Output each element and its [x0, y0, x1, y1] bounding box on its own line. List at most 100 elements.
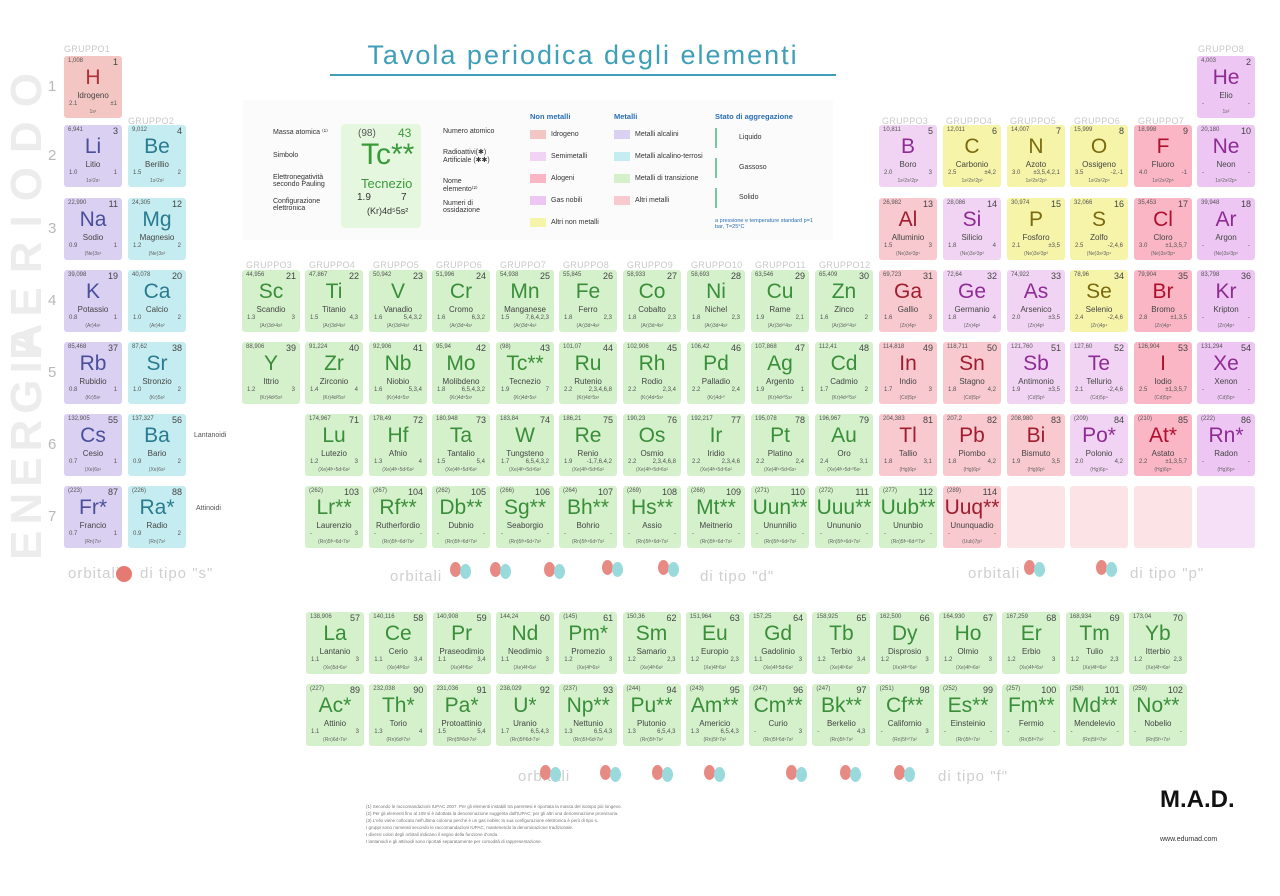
element-cu: 63,546 29 Cu Rame 1.9 2,1 (Ar)3d¹⁰4s¹: [751, 270, 809, 332]
element-ac: (227) 89 Ac* Attinio 1.1 3 (Rn)6d¹7s²: [306, 684, 364, 746]
element-hs: (269) 108 Hs** Assio - - (Rn)5f¹⁴6d⁶7s²: [623, 486, 681, 548]
electronegativity: 1.3: [564, 729, 573, 735]
element-sr: 87,62 38 Sr Stronzio 1.0 2 (Kr)5s²: [128, 342, 186, 404]
electronegativity: 1.1: [311, 657, 320, 663]
orbital-lobe-icon: [1024, 560, 1035, 575]
element-name: Titanio: [322, 305, 346, 314]
oxidation-states: 3: [354, 531, 358, 537]
atomic-mass: 144,24: [499, 614, 519, 620]
element-b: 10,811 5 B Boro 2.0 3 1s²2s²2p¹: [879, 125, 937, 187]
period-number: 3: [48, 220, 57, 237]
atomic-number: 44: [602, 343, 613, 353]
atomic-number: 7: [1055, 126, 1061, 136]
atomic-mass: (257): [1006, 686, 1021, 692]
electronegativity: 1.8: [948, 243, 957, 249]
oxidation-states: ±4,2: [984, 170, 996, 176]
electronegativity: 1.9: [756, 315, 765, 321]
electronegativity: 0.9: [133, 531, 142, 537]
electron-config: (Rn)5f¹⁴6d¹7s²: [318, 539, 350, 545]
oxidation-states: 1: [113, 387, 117, 393]
legend-metals-title: Metalli: [614, 112, 638, 121]
element-symbol: Zn: [831, 280, 857, 303]
legend-state-0: Liquido: [739, 134, 762, 141]
orbital-lobe-icon: [554, 564, 565, 579]
oxidation-states: ±1: [110, 101, 117, 107]
period-number: 4: [48, 292, 57, 309]
electron-config: (Kr)5s²: [149, 395, 165, 401]
oxidation-states: 4,2: [987, 387, 996, 393]
element-kr: 83,798 36 Kr Kripton - - (Zn)4p⁶: [1197, 270, 1255, 332]
atomic-number: 94: [666, 685, 677, 695]
element-co: 58,933 27 Co Cobalto 1.8 2,3 (Ar)3d⁷4s²: [623, 270, 681, 332]
electron-config: 1s¹: [89, 109, 97, 115]
legend-label-ox: Numeri di ossidazione: [443, 200, 480, 214]
electron-config: (Rn)5f⁷7s²: [703, 737, 727, 743]
atomic-mass: (264): [563, 488, 578, 494]
atomic-number: 1: [112, 57, 118, 67]
element-mg: 24,305 12 Mg Magnesio 1.2 2 (Ne)3s²: [128, 198, 186, 260]
atomic-number: 63: [729, 613, 740, 623]
element-symbol: Md**: [1071, 694, 1118, 717]
element-eu: 151,964 63 Eu Europio 1.2 2,3 (Xe)4f⁷6s²: [685, 612, 744, 674]
element-symbol: Uub**: [880, 496, 936, 519]
atomic-number: 90: [413, 685, 424, 695]
orbitals-d-word: orbitali: [390, 568, 443, 585]
element-cs: 132,905 55 Cs Cesio 0.7 1 (Xe)6s¹: [64, 414, 122, 476]
orbital-lobe-icon: [786, 765, 797, 780]
electron-config: (Ar)4s¹: [85, 323, 101, 329]
footnote-4: I gruppi sono numerati secondo le raccom…: [366, 825, 574, 830]
element-fm: (257) 100 Fm** Fermio - - (Rn)5f¹²7s²: [1002, 684, 1061, 746]
legend-nm-2: Alogeni: [551, 175, 575, 182]
electronegativity: -: [1070, 729, 1073, 735]
element-symbol: Mg: [142, 208, 172, 231]
element-symbol: Ir: [709, 424, 723, 447]
oxidation-states: ±3,5: [1048, 243, 1060, 249]
element-ir: 192,217 77 Ir Iridio 2.2 2,3,4,6 (Xe)4f¹⁴5d⁷6s…: [687, 414, 745, 476]
element-sn: 118,711 50 Sn Stagno 1.8 4,2 (Cd)5p²: [943, 342, 1001, 404]
electron-config: (Xe)6s²: [148, 467, 166, 473]
electron-config: 1s²2s²2p⁵: [1152, 178, 1174, 184]
element-name: Palladio: [701, 377, 731, 386]
electron-config: (Rn)6d²7s²: [386, 737, 411, 743]
oxidation-states: ±3,5: [1048, 315, 1060, 321]
state-gas-mark: [715, 158, 717, 178]
oxidation-states: -: [866, 531, 868, 537]
oxidation-states: 3: [925, 657, 929, 663]
electron-config: (Rn)5f³6d¹7s²: [510, 737, 540, 743]
element-symbol: U*: [513, 694, 537, 717]
atomic-number: 43: [539, 343, 550, 353]
element-symbol: Hf: [387, 424, 409, 447]
element-th: 232,038 90 Th* Torio 1.3 4 (Rn)6d²7s²: [369, 684, 428, 746]
atomic-number: 3: [112, 126, 118, 136]
element-name: Piombo: [958, 449, 986, 458]
oxidation-states: -2,4,6: [1107, 315, 1123, 321]
atomic-number: 60: [539, 613, 550, 623]
atomic-mass: 162,500: [879, 614, 902, 620]
electron-config: (Hg)6p⁴: [1090, 467, 1108, 473]
electron-config: (Kr)4d¹⁰5s²: [831, 395, 857, 401]
electron-config: (Rn)6d¹7s²: [323, 737, 347, 743]
electron-config: 1s²2s²2p⁴: [1088, 178, 1110, 184]
atomic-number: 107: [597, 487, 613, 497]
atomic-mass: 196,967: [819, 416, 841, 422]
electronegativity: 1.6: [374, 387, 383, 393]
actinides-label: Attinoidi: [196, 505, 221, 512]
atomic-mass: (259): [1132, 686, 1147, 692]
atomic-number: 25: [539, 271, 550, 281]
element-name: Cesio: [82, 449, 104, 458]
element-symbol: Cl: [1153, 208, 1173, 231]
atomic-number: 32: [986, 271, 997, 281]
oxidation-states: 2,3,4,6,8: [588, 387, 612, 393]
element-name: Ununnilio: [763, 521, 797, 530]
element-name: Vanadio: [383, 305, 413, 314]
element-symbol: Cs: [80, 424, 106, 447]
element-name: Zinco: [834, 305, 854, 314]
electron-config: (Hg)6p⁶: [1217, 467, 1235, 473]
oxidation-states: 4: [354, 387, 358, 393]
element-name: Tungsteno: [506, 449, 544, 458]
atomic-mass: 173,04: [1132, 614, 1152, 620]
orbital-lobe-icon: [662, 767, 673, 782]
element-symbol: Es**: [947, 694, 989, 717]
legend-state-title: Stato di aggregazione: [715, 112, 793, 121]
element-symbol: Uun**: [752, 496, 808, 519]
